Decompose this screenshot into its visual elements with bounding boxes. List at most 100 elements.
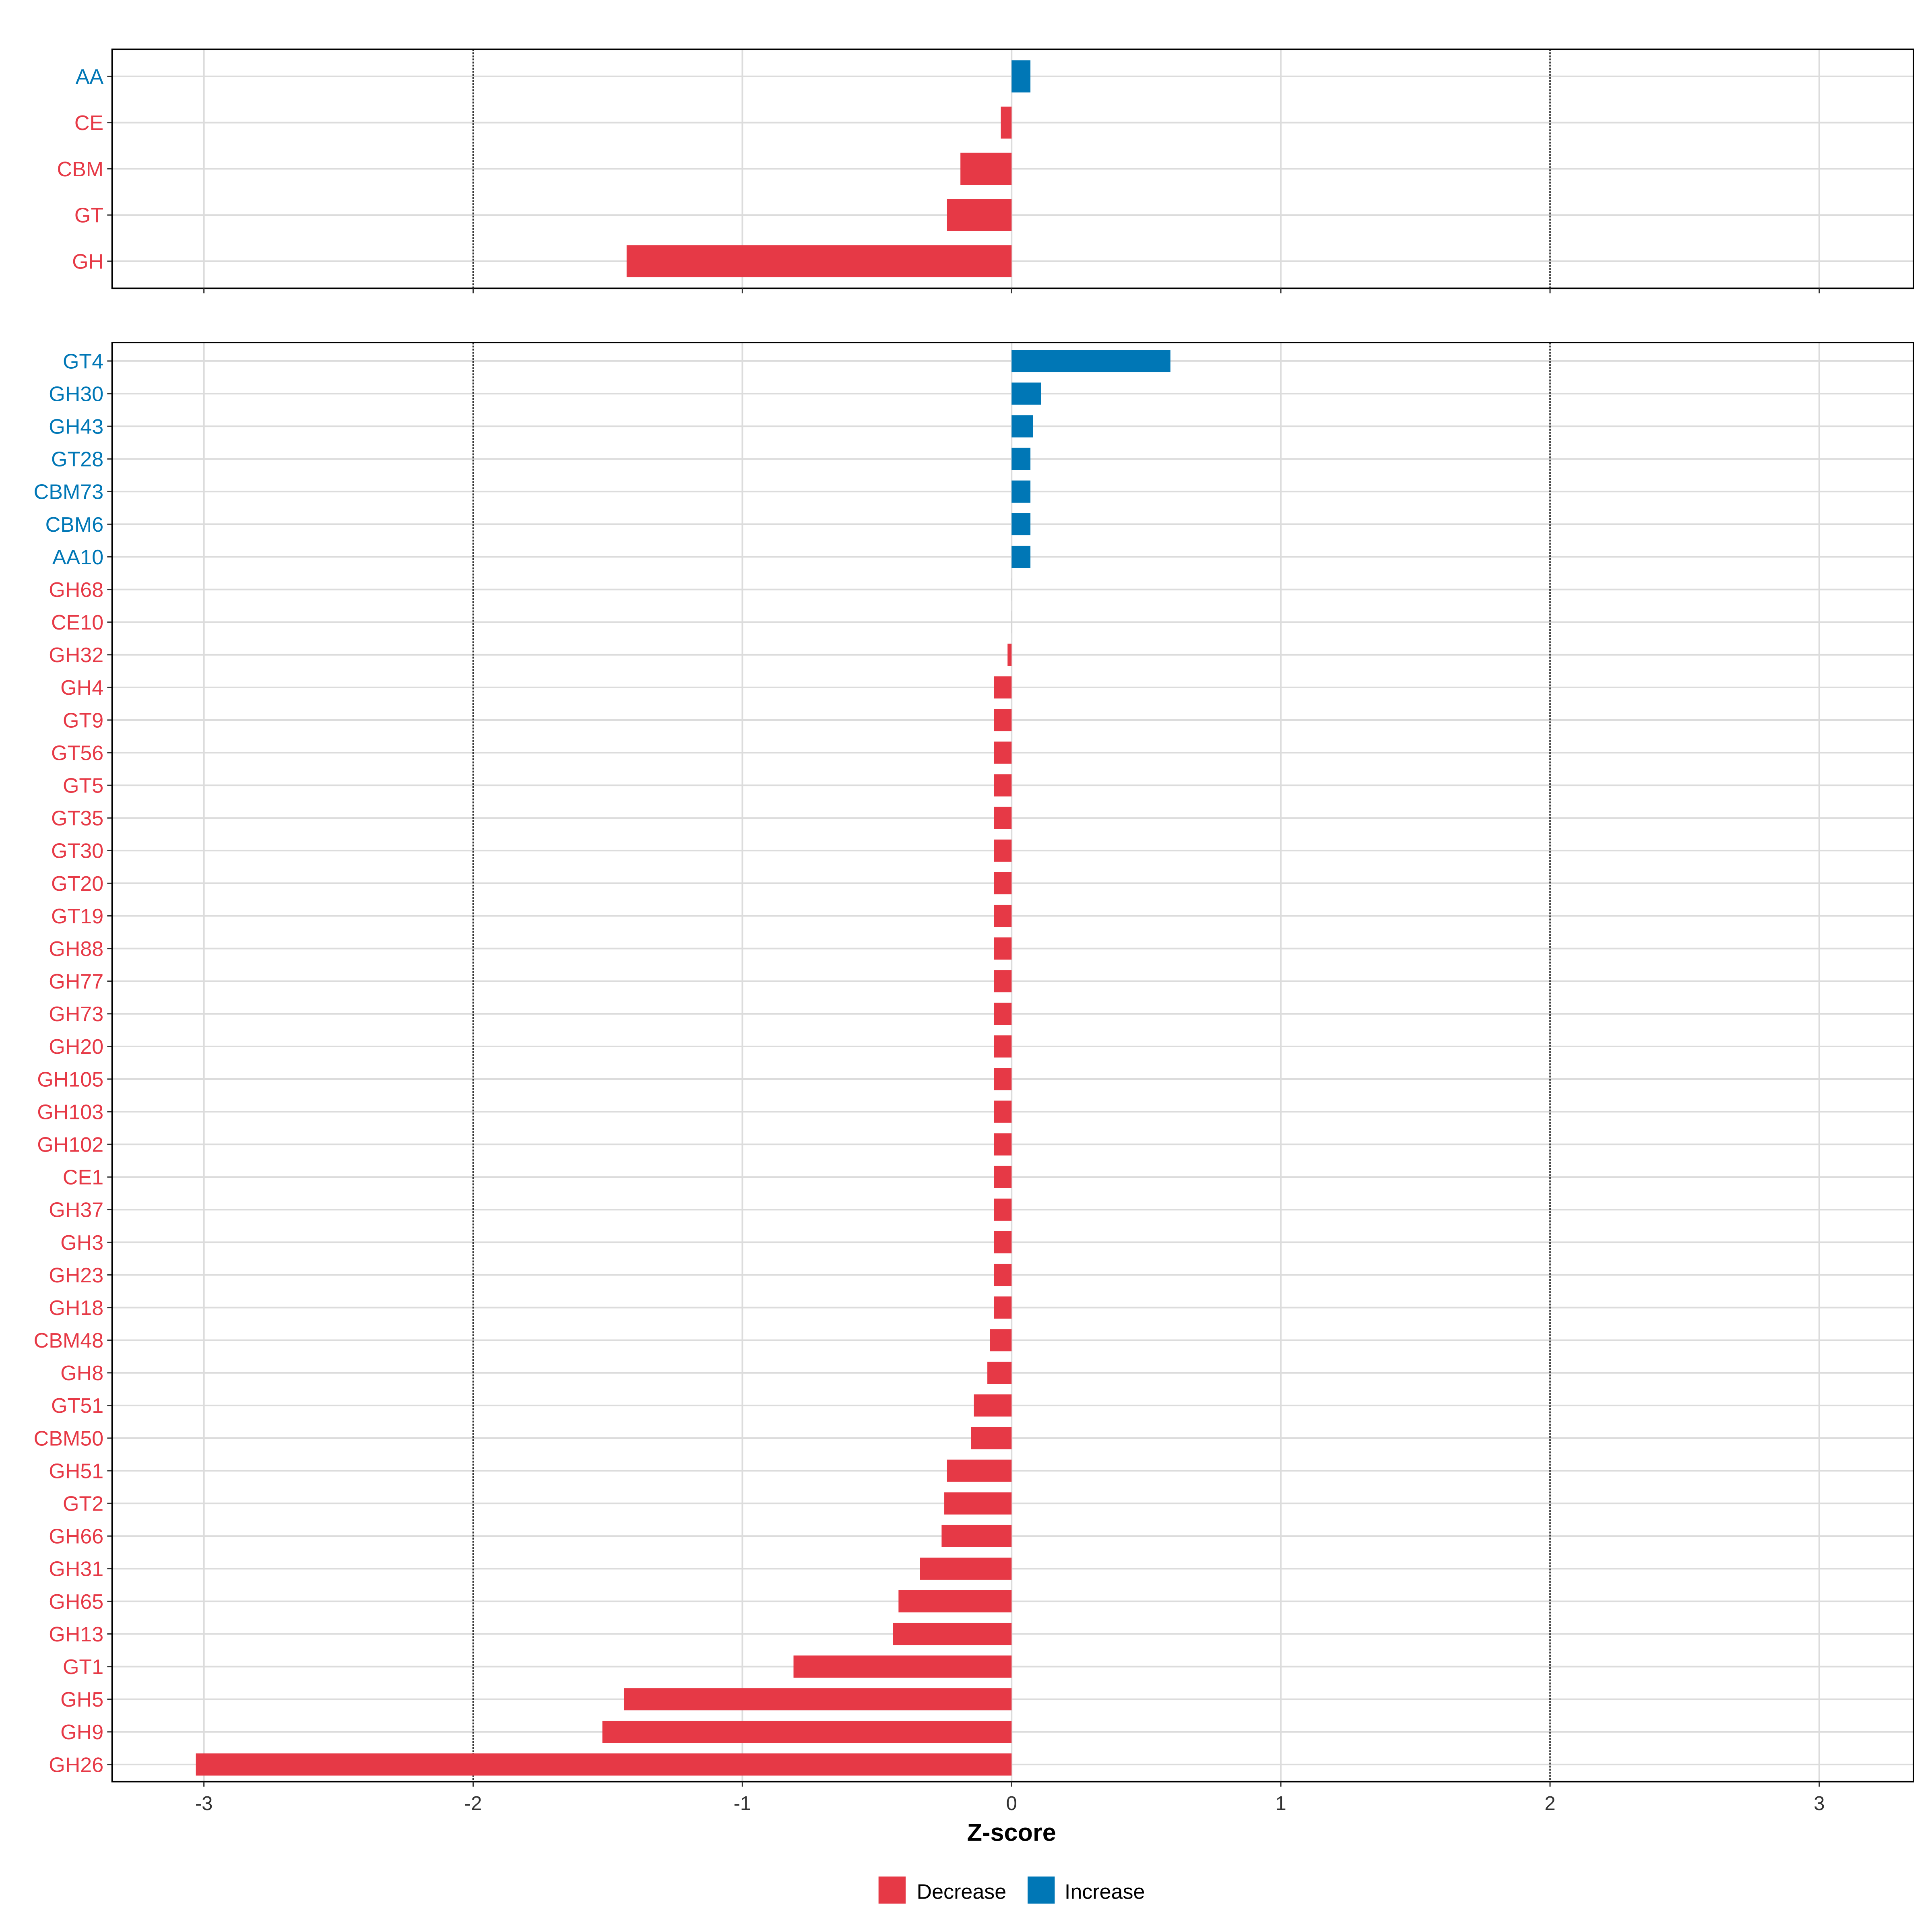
- bar-GT20: [994, 872, 1012, 894]
- bar-CBM50: [971, 1427, 1012, 1449]
- y-label-GH4: GH4: [60, 676, 103, 700]
- y-label-GH43: GH43: [49, 415, 103, 438]
- legend-label-increase: Increase: [1065, 1880, 1145, 1903]
- y-label-CBM73: CBM73: [34, 481, 104, 504]
- y-label-GH51: GH51: [49, 1459, 103, 1483]
- y-label-GH105: GH105: [37, 1068, 103, 1091]
- bar-GH3: [994, 1231, 1012, 1253]
- legend-label-decrease: Decrease: [917, 1880, 1007, 1903]
- bar-CBM: [960, 153, 1012, 185]
- bar-GT56: [994, 741, 1012, 764]
- panel-class: AA CE CBM GT GH: [57, 48, 1914, 293]
- bar-GT30: [994, 839, 1012, 862]
- y-label-GH: GH: [72, 250, 103, 273]
- bar-GH37: [994, 1198, 1012, 1221]
- y-label-GH18: GH18: [49, 1296, 103, 1320]
- y-label-GT51: GT51: [51, 1394, 103, 1418]
- bar-GH77: [994, 970, 1012, 993]
- y-label-GT2: GT2: [63, 1492, 103, 1516]
- y-label-GH20: GH20: [49, 1035, 103, 1059]
- y-label-GH31: GH31: [49, 1558, 103, 1581]
- y-label-GH13: GH13: [49, 1623, 103, 1646]
- y-label-CBM48: CBM48: [34, 1329, 104, 1352]
- bar-GH66: [941, 1525, 1012, 1547]
- bar-GT51: [974, 1394, 1012, 1417]
- bar-GH103: [994, 1100, 1012, 1123]
- y-label-GH8: GH8: [60, 1362, 103, 1385]
- y-label-GH26: GH26: [49, 1753, 103, 1777]
- panel-family: GT4 GH30 GH43 GT28 CBM73 CBM6 AA10 GH68 CE10 GH32…: [34, 342, 1914, 1787]
- bar-GH31: [920, 1557, 1012, 1580]
- legend-swatch-increase: [1028, 1876, 1055, 1904]
- y-label-GH103: GH103: [37, 1100, 103, 1124]
- bar-GT4: [1011, 350, 1170, 372]
- bar-GH51: [947, 1459, 1012, 1482]
- y-label-GT28: GT28: [51, 448, 103, 471]
- panel-border: [111, 48, 1914, 289]
- y-label-AA10: AA10: [52, 546, 103, 569]
- y-label-GH9: GH9: [60, 1721, 103, 1744]
- bar-CBM6: [1011, 513, 1031, 535]
- x-tick-label: 0: [1006, 1793, 1017, 1814]
- bar-CBM73: [1011, 480, 1031, 503]
- x-tick-label: 1: [1276, 1793, 1286, 1814]
- bar-GH5: [624, 1688, 1012, 1711]
- legend-swatch-decrease: [878, 1876, 906, 1904]
- y-label-GH68: GH68: [49, 578, 103, 602]
- bar-GH73: [994, 1003, 1012, 1025]
- y-label-GT: GT: [74, 204, 103, 227]
- bar-GH105: [994, 1068, 1012, 1090]
- x-axis-title: Z-score: [967, 1818, 1056, 1846]
- bar-GH20: [994, 1035, 1012, 1058]
- bar-GH13: [893, 1622, 1012, 1645]
- y-label-GT35: GT35: [51, 807, 103, 830]
- y-label-GH3: GH3: [60, 1231, 103, 1255]
- y-label-GT1: GT1: [63, 1655, 103, 1679]
- bar-GT19: [994, 904, 1012, 927]
- bar-GH65: [898, 1590, 1012, 1612]
- y-label-CE: CE: [74, 111, 103, 135]
- bar-GT28: [1011, 448, 1031, 470]
- bar-GH43: [1011, 415, 1033, 438]
- y-label-CBM6: CBM6: [45, 513, 104, 537]
- y-label-GH30: GH30: [49, 382, 103, 406]
- y-label-CE10: CE10: [51, 611, 103, 634]
- bar-GH9: [602, 1721, 1012, 1743]
- legend: Decrease Increase: [878, 1876, 1145, 1904]
- bar-GT9: [994, 709, 1012, 731]
- bar-GT: [947, 199, 1012, 231]
- y-label-GH66: GH66: [49, 1525, 103, 1548]
- y-label-GH5: GH5: [60, 1688, 103, 1711]
- bar-GT35: [994, 807, 1012, 829]
- x-tick-label: -3: [195, 1793, 213, 1814]
- panel-border: [111, 342, 1914, 1783]
- y-label-GH23: GH23: [49, 1264, 103, 1287]
- y-label-GT5: GT5: [63, 774, 103, 798]
- y-label-CBM: CBM: [57, 158, 104, 181]
- y-label-GH77: GH77: [49, 970, 103, 993]
- bar-GH102: [994, 1133, 1012, 1156]
- y-label-GT19: GT19: [51, 905, 103, 928]
- y-label-GT4: GT4: [63, 350, 103, 373]
- y-label-AA: AA: [76, 65, 104, 89]
- bar-CE1: [994, 1166, 1012, 1188]
- y-label-GT9: GT9: [63, 709, 103, 732]
- x-tick-label: -2: [464, 1793, 482, 1814]
- bar-GH32: [1007, 644, 1012, 666]
- bar-CE10: [1011, 611, 1012, 634]
- bar-GH30: [1011, 382, 1041, 405]
- y-label-GH37: GH37: [49, 1199, 103, 1222]
- x-tick-label: 2: [1544, 1793, 1555, 1814]
- bar-GH26: [196, 1753, 1012, 1776]
- bar-GT5: [994, 774, 1012, 797]
- bar-GH68: [1011, 578, 1012, 601]
- y-label-GH65: GH65: [49, 1590, 103, 1614]
- y-label-GH102: GH102: [37, 1133, 103, 1157]
- bar-AA10: [1011, 545, 1031, 568]
- bar-CBM48: [990, 1329, 1012, 1352]
- bar-GT2: [944, 1492, 1012, 1515]
- x-tick-label: 3: [1814, 1793, 1825, 1814]
- bar-GH18: [994, 1296, 1012, 1319]
- bar-AA: [1011, 60, 1031, 93]
